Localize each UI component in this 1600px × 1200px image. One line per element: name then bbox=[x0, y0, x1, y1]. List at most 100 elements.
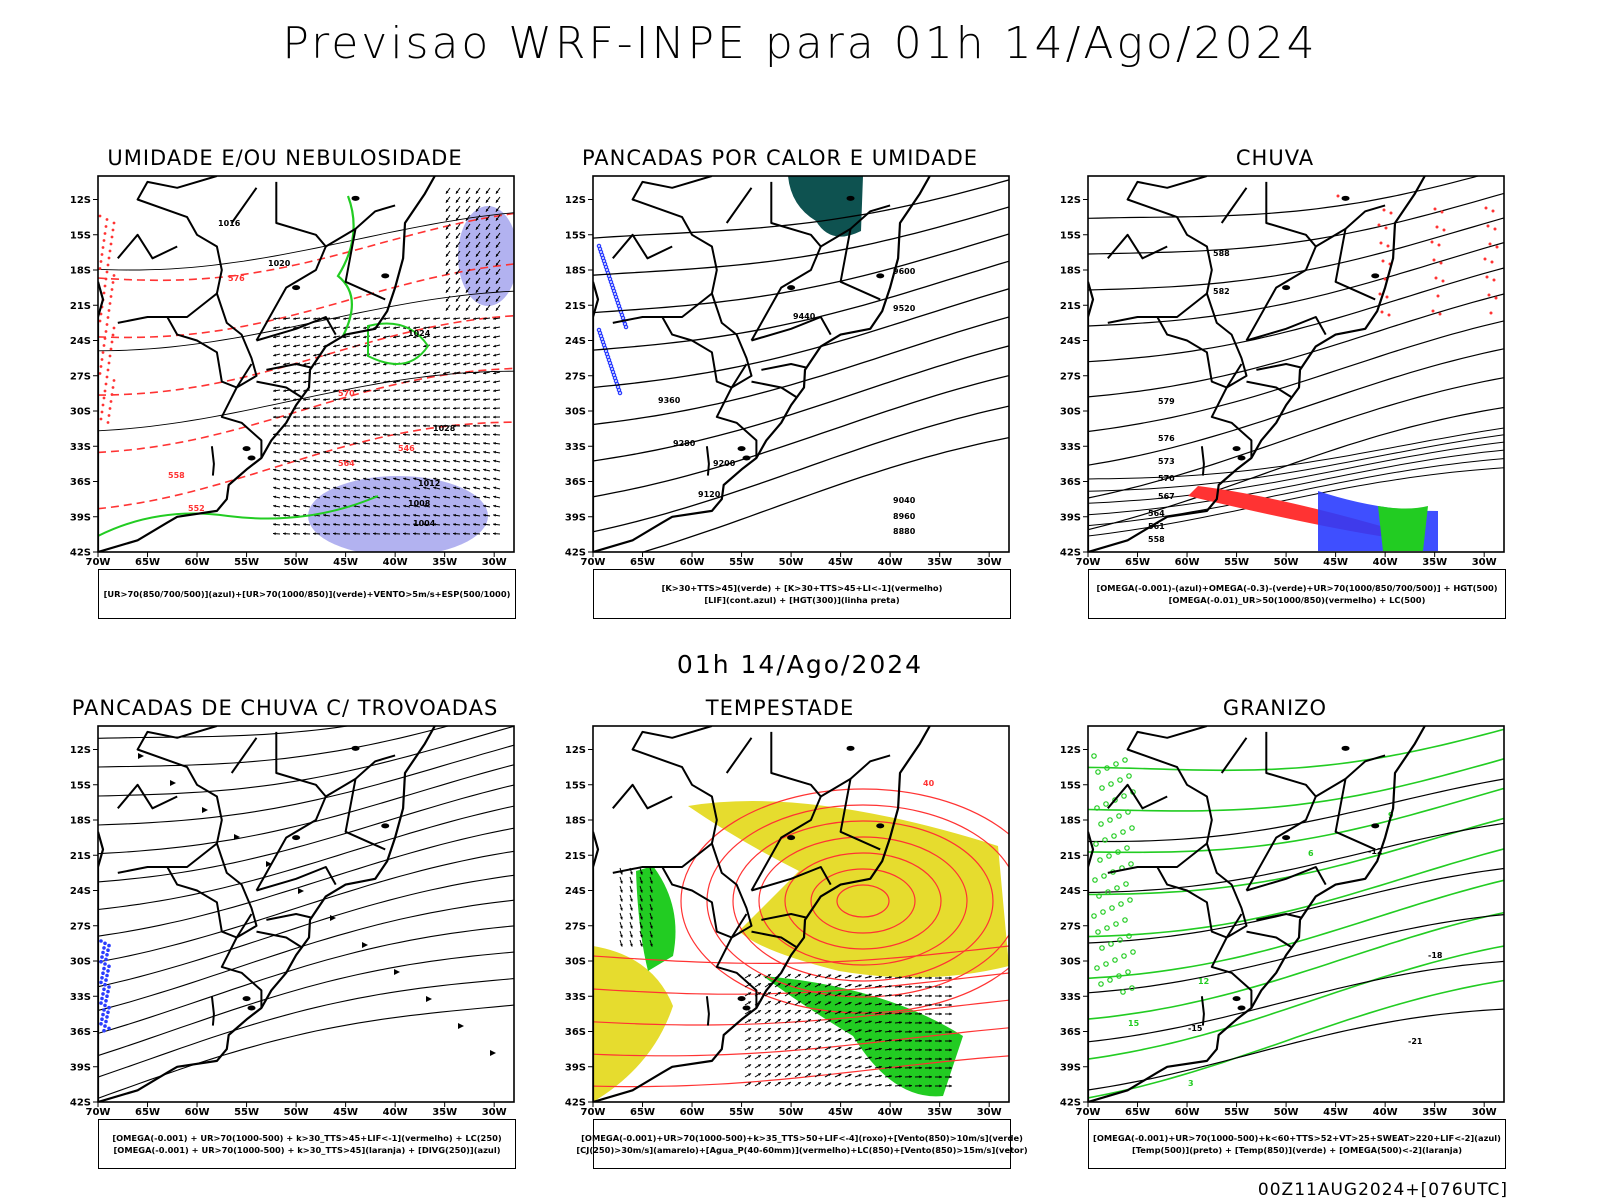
wind-vector bbox=[473, 415, 476, 419]
divergence-area bbox=[104, 1019, 108, 1024]
temp850-detail bbox=[1117, 777, 1123, 783]
legend-line: [OMEGA(-0.001) + UR>70(1000-500) + k>30_… bbox=[113, 1145, 501, 1155]
contour-label: 9200 bbox=[713, 459, 736, 468]
temp850-detail bbox=[1116, 813, 1122, 819]
wind-vector bbox=[433, 504, 437, 508]
contour-label: 9120 bbox=[698, 490, 721, 499]
temp850-detail bbox=[1104, 925, 1110, 931]
lake bbox=[876, 273, 885, 279]
precip-dot bbox=[99, 312, 103, 316]
lake bbox=[787, 835, 796, 841]
wind-vector bbox=[868, 1029, 872, 1033]
wind-vector bbox=[313, 380, 317, 384]
lat-tick-label: 15S bbox=[565, 230, 586, 241]
wind-vector bbox=[838, 1064, 842, 1068]
lon-tick-label: 60W bbox=[1175, 1107, 1200, 1118]
lat-tick-label: 33S bbox=[70, 442, 91, 453]
lat-tick-label: 21S bbox=[70, 301, 91, 312]
hgt500-contour bbox=[1088, 434, 1504, 492]
coastline bbox=[1088, 176, 1426, 552]
wind-vector bbox=[649, 871, 653, 875]
wind-vector bbox=[333, 459, 337, 463]
wind-vector bbox=[413, 406, 416, 410]
wind-vector bbox=[909, 994, 912, 998]
wind-vector bbox=[313, 389, 316, 393]
lat-tick-label: 42S bbox=[70, 1098, 91, 1109]
wind-vector bbox=[453, 513, 456, 517]
wind-vector bbox=[323, 441, 326, 445]
temp500-contour bbox=[1088, 822, 1504, 894]
state-border bbox=[751, 316, 832, 342]
wind-vector bbox=[473, 459, 477, 463]
wind-vector bbox=[493, 353, 497, 357]
wind-vector bbox=[757, 983, 761, 986]
wind-vector bbox=[423, 362, 427, 366]
wind-vector bbox=[475, 298, 479, 302]
lat-tick-label: 42S bbox=[565, 1098, 586, 1109]
wind-vector bbox=[483, 362, 487, 366]
wind-vector bbox=[463, 523, 466, 526]
contour-label: 9600 bbox=[893, 267, 916, 276]
divergence-area bbox=[106, 969, 110, 973]
lon-tick-label: 60W bbox=[1175, 557, 1200, 568]
lat-tick-label: 21S bbox=[565, 301, 586, 312]
wind-vector bbox=[493, 398, 496, 401]
wind-vector bbox=[919, 1084, 922, 1088]
wind-vector bbox=[363, 433, 366, 437]
wind-vector bbox=[919, 1030, 922, 1034]
wind-vector bbox=[393, 389, 396, 393]
precip-dot bbox=[98, 319, 102, 323]
wind-vector bbox=[323, 353, 327, 357]
wind-vector bbox=[909, 1012, 912, 1016]
wind-vector bbox=[848, 1047, 852, 1050]
lat-tick-label: 18S bbox=[70, 266, 91, 277]
humidity-fill bbox=[308, 476, 488, 552]
panel-legend: [OMEGA(-0.001)-(azul)+OMEGA(-0.3)-(verde… bbox=[1088, 569, 1506, 619]
rain-dot bbox=[1383, 277, 1387, 281]
wind-vector bbox=[433, 433, 436, 437]
pressure-contour bbox=[98, 370, 514, 432]
wind-vector bbox=[483, 415, 486, 419]
wind-vector bbox=[433, 353, 437, 357]
temp850-contour bbox=[1088, 979, 1504, 1099]
state-border bbox=[167, 842, 218, 868]
wind-vector bbox=[443, 389, 446, 393]
precip-dot bbox=[109, 400, 113, 403]
wind-vector bbox=[767, 1019, 771, 1022]
rain-dot bbox=[1386, 244, 1390, 248]
wind-vector bbox=[443, 344, 447, 348]
wind-vector bbox=[949, 985, 952, 989]
wind-vector bbox=[797, 1055, 801, 1058]
lat-tick-label: 12S bbox=[70, 195, 91, 206]
wind-vector bbox=[649, 916, 653, 920]
temp850-detail bbox=[1091, 913, 1097, 919]
wind-vector bbox=[333, 450, 336, 454]
wind-vector bbox=[949, 1057, 952, 1061]
temp500-contour bbox=[1088, 778, 1504, 843]
contour-label: 1012 bbox=[418, 479, 440, 488]
hgt500-contour bbox=[1088, 449, 1504, 516]
contour-label: 582 bbox=[1213, 287, 1230, 296]
precip-dot bbox=[101, 351, 105, 354]
wind-vector bbox=[463, 468, 467, 472]
rain-dot bbox=[1442, 228, 1446, 232]
wind-vector bbox=[748, 1010, 752, 1014]
precip-dot bbox=[102, 291, 106, 295]
wind-vector bbox=[463, 317, 466, 321]
streamline-arrow bbox=[170, 780, 176, 786]
wind-vector bbox=[485, 298, 489, 302]
wind-vector bbox=[323, 504, 327, 508]
wind-vector bbox=[343, 532, 346, 536]
wind-vector bbox=[373, 513, 376, 517]
wind-vector bbox=[413, 468, 417, 472]
wind-vector bbox=[878, 1002, 882, 1006]
rain-dot bbox=[1385, 295, 1389, 299]
lat-tick-label: 12S bbox=[1060, 745, 1081, 756]
wind-vector bbox=[273, 415, 276, 419]
hgt500-contour bbox=[1088, 441, 1504, 504]
wind-vector bbox=[455, 208, 459, 212]
wind-vector bbox=[413, 371, 417, 375]
thickness-contour bbox=[98, 314, 514, 396]
rain-dot bbox=[1487, 293, 1491, 297]
wind-vector bbox=[283, 441, 286, 445]
